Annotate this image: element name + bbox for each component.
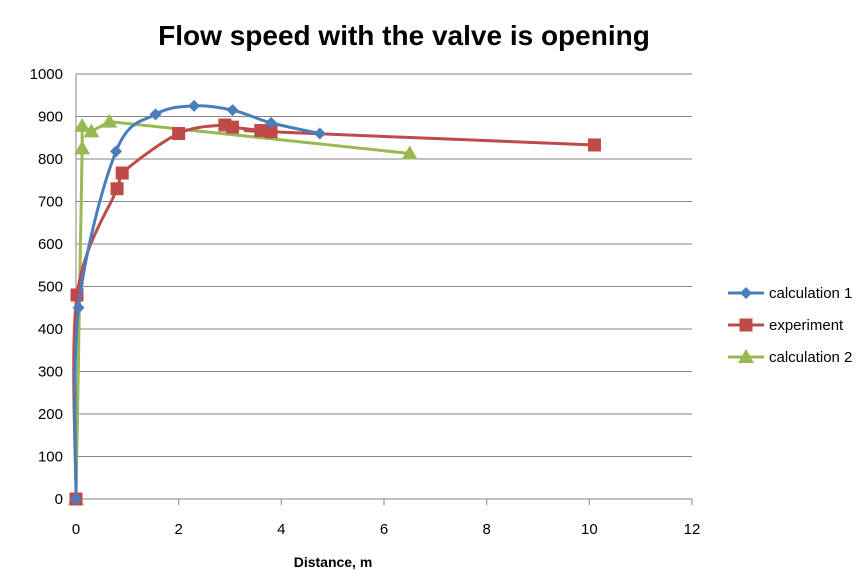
x-axis-label: Distance, m [294, 554, 373, 570]
legend-item-calculation-2: calculation 2 [728, 349, 852, 366]
legend-swatch-marker [739, 318, 753, 332]
x-tick-label: 2 [174, 521, 182, 538]
x-tick-labels: 0 2 4 6 8 10 12 [72, 521, 701, 538]
y-tick-label: 0 [55, 491, 63, 508]
series-line-calculation-1 [73, 104, 322, 501]
y-tick-label: 400 [38, 321, 63, 338]
y-tick-label: 800 [38, 151, 63, 168]
data-point-experiment [115, 166, 129, 180]
data-point-experiment [264, 125, 278, 139]
series-calculation-1 [70, 99, 326, 505]
y-tick-label: 1000 [30, 66, 63, 83]
data-point-experiment [110, 182, 124, 196]
x-tick-label: 4 [277, 521, 285, 538]
grid [76, 73, 692, 457]
series-experiment [69, 118, 601, 506]
data-point-calculation-2 [401, 145, 418, 160]
legend-label: calculation 2 [769, 349, 852, 366]
y-tick-label: 900 [38, 109, 63, 126]
legend-label: experiment [769, 317, 844, 334]
y-tick-label: 600 [38, 236, 63, 253]
data-point-calculation-1 [226, 104, 239, 117]
legend-item-experiment: experiment [728, 317, 844, 334]
data-point-calculation-2 [74, 117, 91, 132]
x-tick-label: 0 [72, 521, 80, 538]
y-tick-label: 100 [38, 449, 63, 466]
y-tick-label: 700 [38, 194, 63, 211]
data-point-calculation-1 [149, 108, 162, 121]
data-point-calculation-1 [188, 99, 201, 112]
data-point-calculation-1 [265, 116, 278, 129]
y-tick-label: 200 [38, 406, 63, 423]
data-point-calculation-2 [101, 113, 118, 128]
x-tick-label: 10 [581, 521, 598, 538]
legend-item-calculation-1: calculation 1 [728, 285, 852, 302]
x-tick-label: 8 [482, 521, 490, 538]
x-tick-label: 6 [380, 521, 388, 538]
data-point-calculation-1 [72, 301, 85, 314]
y-tick-labels: 0 100 200 300 400 500 600 700 800 900 1000 [30, 66, 63, 508]
data-point-experiment [172, 127, 186, 140]
legend: calculation 1 experiment calculation 2 [728, 285, 852, 366]
x-tick-label: 12 [684, 521, 701, 538]
data-point-experiment [587, 138, 601, 152]
legend-swatch-marker [740, 287, 752, 299]
data-point-calculation-2 [74, 140, 91, 155]
data-point-calculation-1 [110, 145, 123, 158]
y-tick-label: 500 [38, 279, 63, 296]
legend-swatch-marker [738, 349, 754, 363]
data-point-calculation-1 [313, 127, 326, 140]
data-point-calculation-2 [83, 123, 100, 138]
series-layer [68, 99, 601, 506]
data-point-experiment [254, 124, 268, 138]
y-tick-label: 300 [38, 364, 63, 381]
chart-title: Flow speed with the valve is opening [158, 20, 650, 51]
legend-label: calculation 1 [769, 285, 852, 302]
data-point-calculation-1 [70, 493, 82, 505]
series-line-experiment [72, 123, 596, 501]
data-point-experiment [226, 120, 240, 134]
